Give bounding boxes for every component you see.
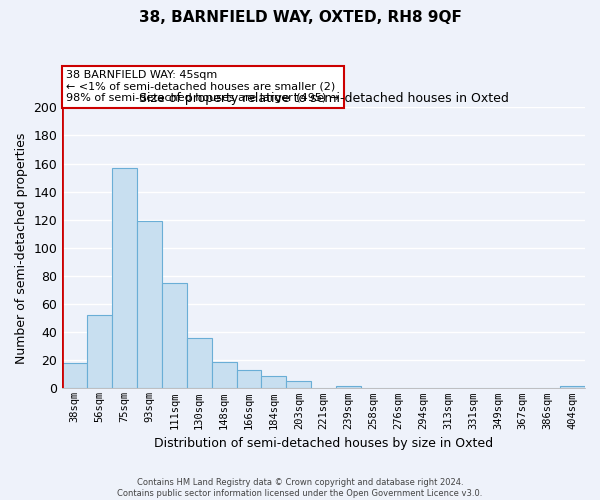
Bar (162, 283, 187, 389)
Bar (286, 382, 311, 388)
X-axis label: Distribution of semi-detached houses by size in Oxted: Distribution of semi-detached houses by … (154, 437, 493, 450)
Bar (560, 386, 585, 388)
Bar (112, 168, 137, 388)
Text: 38, BARNFIELD WAY, OXTED, RH8 9QF: 38, BARNFIELD WAY, OXTED, RH8 9QF (139, 10, 461, 25)
Bar (137, 221, 162, 388)
Text: Contains HM Land Registry data © Crown copyright and database right 2024.
Contai: Contains HM Land Registry data © Crown c… (118, 478, 482, 498)
Title: Size of property relative to semi-detached houses in Oxted: Size of property relative to semi-detach… (139, 92, 509, 105)
Bar (262, 376, 286, 388)
Bar (236, 370, 262, 388)
Bar (87, 316, 112, 388)
Bar (212, 362, 236, 388)
Y-axis label: Number of semi-detached properties: Number of semi-detached properties (15, 132, 28, 364)
Bar (336, 386, 361, 388)
Bar (187, 338, 212, 388)
Bar (62, 363, 87, 388)
Text: 38 BARNFIELD WAY: 45sqm
← <1% of semi-detached houses are smaller (2)
98% of sem: 38 BARNFIELD WAY: 45sqm ← <1% of semi-de… (67, 70, 340, 103)
